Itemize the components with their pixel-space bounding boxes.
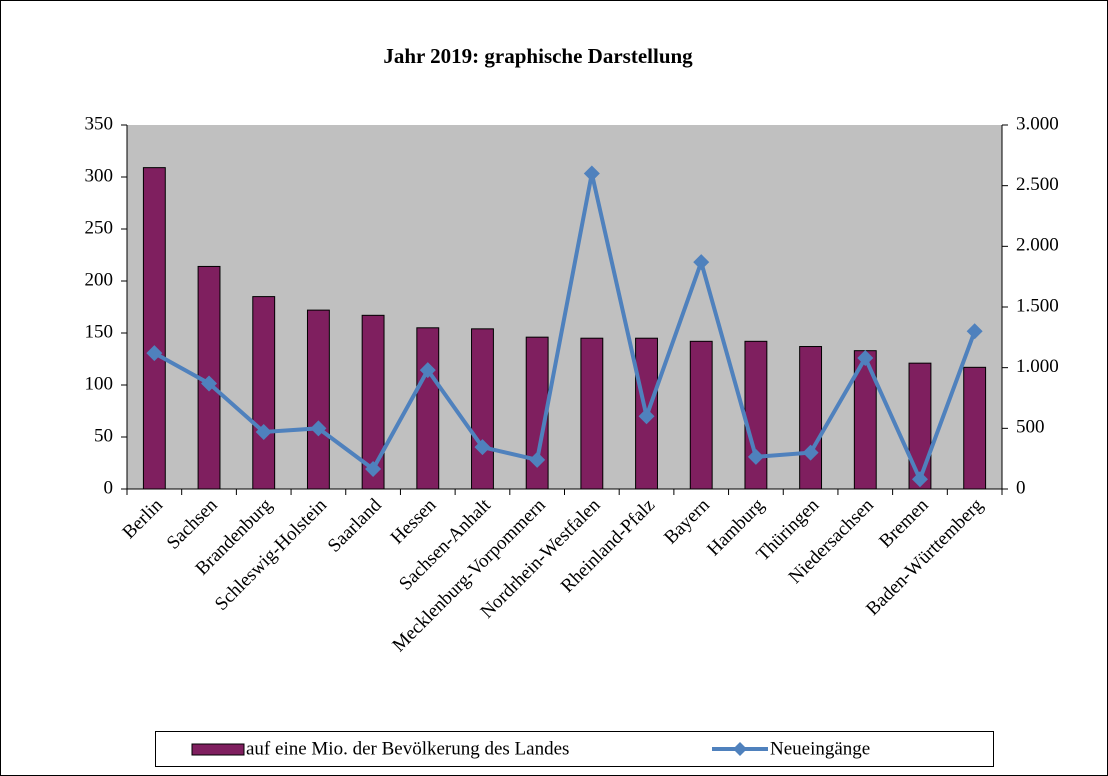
marker [693, 254, 710, 271]
y2-tick-label: 1.000 [1016, 356, 1059, 377]
y-tick-label: 100 [85, 373, 114, 394]
bar [689, 340, 713, 490]
legend-marker [733, 742, 747, 756]
bar [744, 340, 768, 490]
y-tick-label: 250 [85, 217, 114, 238]
marker [583, 165, 600, 182]
marker [146, 345, 163, 362]
y-tick-label: 150 [85, 321, 114, 342]
y-tick-label: 350 [85, 113, 114, 134]
marker [255, 423, 272, 440]
marker [638, 408, 655, 425]
y2-tick-label: 500 [1016, 417, 1045, 438]
marker [310, 420, 327, 437]
legend-box [155, 731, 994, 767]
bar [471, 328, 494, 490]
line [153, 173, 977, 485]
bar [908, 362, 932, 490]
marker [857, 349, 874, 366]
chart-title: Jahr 2019: graphische Darstellung [383, 44, 693, 68]
legend-label: auf eine Mio. der Bevölkerung des Landes [246, 738, 569, 759]
y2-tick-label: 1.500 [1016, 295, 1059, 316]
bar [142, 167, 166, 490]
bar [580, 337, 604, 490]
marker [419, 362, 436, 379]
marker [911, 471, 928, 488]
marker [747, 448, 764, 465]
bar [361, 314, 385, 490]
marker [201, 375, 218, 392]
legend-swatch [191, 743, 245, 756]
marker [529, 451, 546, 468]
y-tick-label: 50 [94, 425, 113, 446]
bar [963, 366, 987, 490]
y-tick-label: 300 [85, 165, 114, 186]
legend-label: Neueingänge [770, 738, 870, 759]
bar [252, 296, 276, 490]
y2-tick-label: 2.500 [1016, 174, 1059, 195]
y2-tick-label: 3.000 [1016, 113, 1059, 134]
y2-tick-label: 0 [1016, 477, 1026, 498]
marker [365, 460, 382, 477]
bar [799, 346, 823, 490]
y-tick-label: 0 [104, 477, 114, 498]
marker [966, 323, 983, 340]
marker [802, 444, 819, 461]
bar [416, 327, 440, 490]
marker [474, 439, 491, 456]
y2-tick-label: 2.000 [1016, 235, 1059, 256]
y-tick-label: 200 [85, 269, 114, 290]
bar [306, 309, 330, 490]
